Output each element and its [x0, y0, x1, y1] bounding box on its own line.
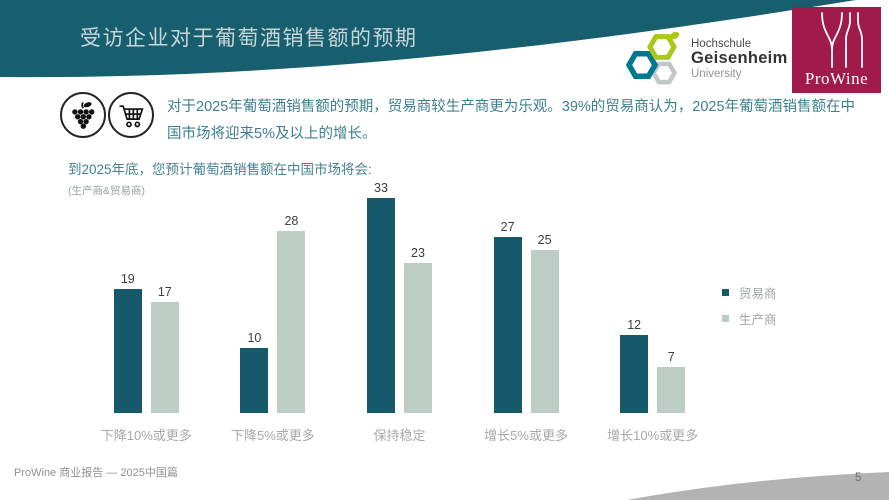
bar-value-label: 27: [500, 220, 515, 235]
footer-text: ProWine 商业报告 — 2025中国篇: [14, 467, 178, 479]
bar-group: 10 28: [210, 176, 337, 413]
bar-group: 19 17: [83, 176, 210, 413]
bar-value-label: 25: [537, 233, 552, 248]
bar-group: 12 7: [589, 176, 716, 413]
legend-item: 贸易商: [722, 283, 777, 302]
bar-column: 10: [240, 330, 269, 413]
bar: [403, 263, 432, 413]
geisenheim-logo: Hochschule Geisenheim University: [626, 31, 788, 87]
bar: [277, 230, 306, 413]
geisenheim-hexagons-icon: [626, 31, 680, 85]
bar-value-label: 33: [374, 181, 388, 195]
bar-value-label: 28: [284, 213, 299, 228]
page-title: 受访企业对于葡萄酒销售额的预期: [80, 27, 418, 50]
page-number: 5: [855, 472, 862, 484]
bar-column: 23: [403, 246, 432, 413]
bar-value-label: 17: [157, 285, 172, 300]
x-axis-label: 下降5%或更多: [230, 428, 315, 443]
geisenheim-line2: Geisenheim: [691, 49, 788, 68]
legend-item: 生产商: [722, 309, 777, 328]
geisenheim-line3: University: [691, 67, 742, 80]
bar-value-label: 10: [247, 330, 262, 345]
header-banner: [0, 0, 856, 78]
wine-glass-bottle-icon: [821, 12, 863, 68]
bar-column: 12: [620, 317, 649, 413]
legend-swatch: [722, 315, 729, 322]
legend-label: 生产商: [739, 313, 777, 327]
x-axis-labels: 下降10%或更多 下降5%或更多 保持稳定 增长5%或更多 增长10%或更多: [83, 425, 716, 444]
prowine-logo: ProWine: [792, 7, 881, 93]
bar-column: 17: [150, 285, 179, 413]
x-axis-label: 保持稳定: [373, 428, 426, 443]
prowine-logo-label: ProWine: [804, 69, 869, 88]
bar: [240, 347, 269, 413]
bar-column: 28: [277, 213, 306, 413]
grapes-icon: [60, 92, 106, 138]
bar-column: 7: [657, 350, 686, 413]
bar: [150, 302, 179, 413]
bar-column: 25: [530, 233, 559, 413]
bar-column: 33: [366, 181, 395, 413]
bar-group: 33 23: [336, 176, 463, 413]
x-axis-label: 下降10%或更多: [100, 428, 192, 443]
bar: [657, 367, 686, 413]
bar-value-label: 7: [667, 350, 675, 365]
intro-text: 对于2025年葡萄酒销售额的预期，贸易商较生产商更为乐观。39%的贸易商认为，2…: [167, 99, 856, 142]
cart-icon: [108, 92, 154, 138]
legend-swatch: [722, 289, 729, 296]
bar-value-label: 23: [411, 246, 425, 261]
bar: [493, 237, 522, 413]
bar-group: 27 25: [463, 176, 590, 413]
chart-subtitle: (生产商&贸易商): [68, 185, 145, 197]
geisenheim-line1: Hochschule: [691, 38, 752, 51]
bar-column: 19: [113, 272, 142, 413]
bar-value-label: 19: [120, 272, 135, 287]
geisenheim-logo-text: Hochschule Geisenheim University: [691, 38, 788, 79]
legend: 贸易商 生产商: [722, 283, 777, 335]
bar: [530, 250, 559, 413]
bar-value-label: 12: [627, 317, 642, 332]
plot-area: 19 17 10 28 33 23 27 25 12 7: [83, 176, 716, 413]
x-axis-label: 增长5%或更多: [484, 428, 568, 443]
bar: [113, 289, 142, 413]
legend-label: 贸易商: [739, 287, 777, 301]
bar-column: 27: [493, 220, 522, 413]
x-axis-label: 增长10%或更多: [607, 428, 699, 443]
chart-title: 到2025年底，您预计葡萄酒销售额在中国市场将会:: [68, 162, 372, 177]
bar: [366, 198, 395, 413]
corner-wedge: [627, 472, 889, 500]
bar: [620, 334, 649, 413]
